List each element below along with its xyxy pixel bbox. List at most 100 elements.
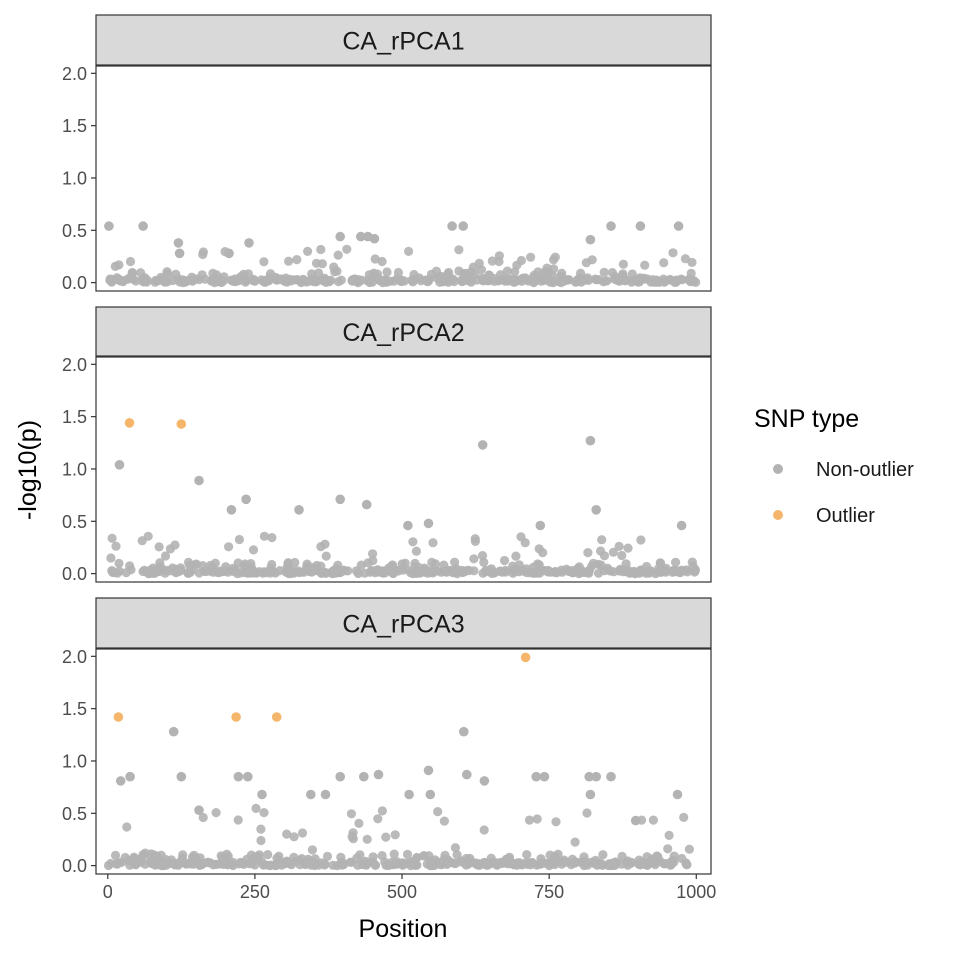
- data-point: [316, 542, 326, 552]
- data-point: [664, 830, 674, 841]
- data-point: [122, 822, 132, 832]
- legend-title: SNP type: [754, 405, 859, 433]
- data-point: [241, 494, 251, 505]
- data-point: [408, 275, 419, 285]
- data-point: [211, 275, 221, 285]
- data-point: [556, 565, 567, 575]
- legend: SNP type Non-outlier Outlier: [754, 405, 914, 527]
- data-point: [264, 276, 274, 286]
- data-point: [594, 275, 604, 285]
- y-tick-label: 2.0: [62, 64, 87, 84]
- data-point: [484, 270, 494, 281]
- data-point: [390, 830, 400, 840]
- data-point: [357, 859, 367, 870]
- data-point: [251, 803, 261, 814]
- data-point: [512, 260, 522, 270]
- data-point: [354, 818, 364, 829]
- x-tick-label: 0: [103, 882, 113, 902]
- data-point: [676, 520, 687, 531]
- data-point: [428, 538, 438, 548]
- data-point: [588, 558, 599, 568]
- data-point: [477, 551, 488, 561]
- data-point: [591, 771, 601, 782]
- data-point: [673, 221, 684, 231]
- data-point: [160, 551, 171, 561]
- data-point: [114, 566, 124, 576]
- y-tick-label: 1.0: [62, 751, 87, 771]
- y-tick-label: 1.5: [62, 699, 87, 719]
- data-point: [581, 258, 591, 268]
- data-point: [261, 568, 272, 578]
- data-point: [479, 825, 489, 835]
- data-point: [389, 276, 399, 286]
- data-point: [374, 275, 384, 285]
- data-point: [127, 268, 137, 278]
- data-point: [242, 854, 252, 864]
- data-point: [516, 274, 526, 285]
- data-point: [250, 860, 260, 870]
- data-point: [256, 824, 266, 834]
- data-point: [335, 771, 346, 782]
- data-point: [602, 276, 612, 286]
- y-tick-label: 0.5: [62, 221, 87, 241]
- data-point: [499, 555, 510, 566]
- data-point: [599, 551, 610, 561]
- data-point: [174, 248, 185, 259]
- data-point: [276, 274, 286, 284]
- data-point: [368, 549, 378, 559]
- data-point: [503, 856, 513, 866]
- data-point: [629, 276, 640, 286]
- data-point: [365, 277, 375, 288]
- data-point: [412, 860, 422, 870]
- data-point: [306, 276, 316, 286]
- data-point: [107, 567, 118, 577]
- data-point: [198, 247, 208, 257]
- data-point: [389, 849, 399, 859]
- outlier-point: [520, 652, 531, 663]
- data-point: [223, 860, 233, 870]
- panel-area: [96, 357, 711, 582]
- data-point: [663, 844, 673, 854]
- data-point: [307, 269, 317, 279]
- data-point: [668, 248, 678, 258]
- data-point: [340, 566, 350, 576]
- data-point: [208, 860, 218, 870]
- data-point: [297, 828, 308, 838]
- data-point: [317, 858, 327, 868]
- x-tick-label: 250: [240, 882, 270, 902]
- data-point: [539, 771, 550, 782]
- data-point: [576, 268, 586, 278]
- data-point: [582, 808, 592, 818]
- data-point: [194, 805, 204, 815]
- data-point: [121, 568, 131, 578]
- data-point: [329, 262, 339, 272]
- data-point: [259, 859, 269, 869]
- data-point: [336, 275, 346, 285]
- data-point: [440, 850, 450, 860]
- data-point: [640, 273, 650, 283]
- data-point: [508, 561, 518, 571]
- data-point: [623, 860, 633, 870]
- data-point: [205, 560, 216, 571]
- data-point: [306, 789, 316, 800]
- data-point: [471, 859, 481, 869]
- data-point: [392, 859, 402, 869]
- data-point: [489, 276, 499, 286]
- data-point: [377, 806, 387, 816]
- y-tick-label: 1.0: [62, 459, 87, 479]
- x-axis-title: Position: [359, 915, 448, 943]
- data-point: [137, 536, 147, 546]
- data-point: [577, 275, 587, 286]
- data-point: [450, 843, 460, 853]
- data-point: [244, 238, 254, 248]
- data-point: [250, 276, 260, 286]
- data-point: [370, 254, 380, 264]
- data-point: [585, 234, 596, 245]
- data-point: [425, 789, 436, 800]
- y-tick-label: 0.5: [62, 512, 87, 532]
- data-point: [286, 860, 296, 870]
- data-point: [404, 246, 414, 256]
- data-point: [591, 505, 601, 515]
- data-point: [660, 566, 670, 576]
- data-point: [299, 567, 309, 577]
